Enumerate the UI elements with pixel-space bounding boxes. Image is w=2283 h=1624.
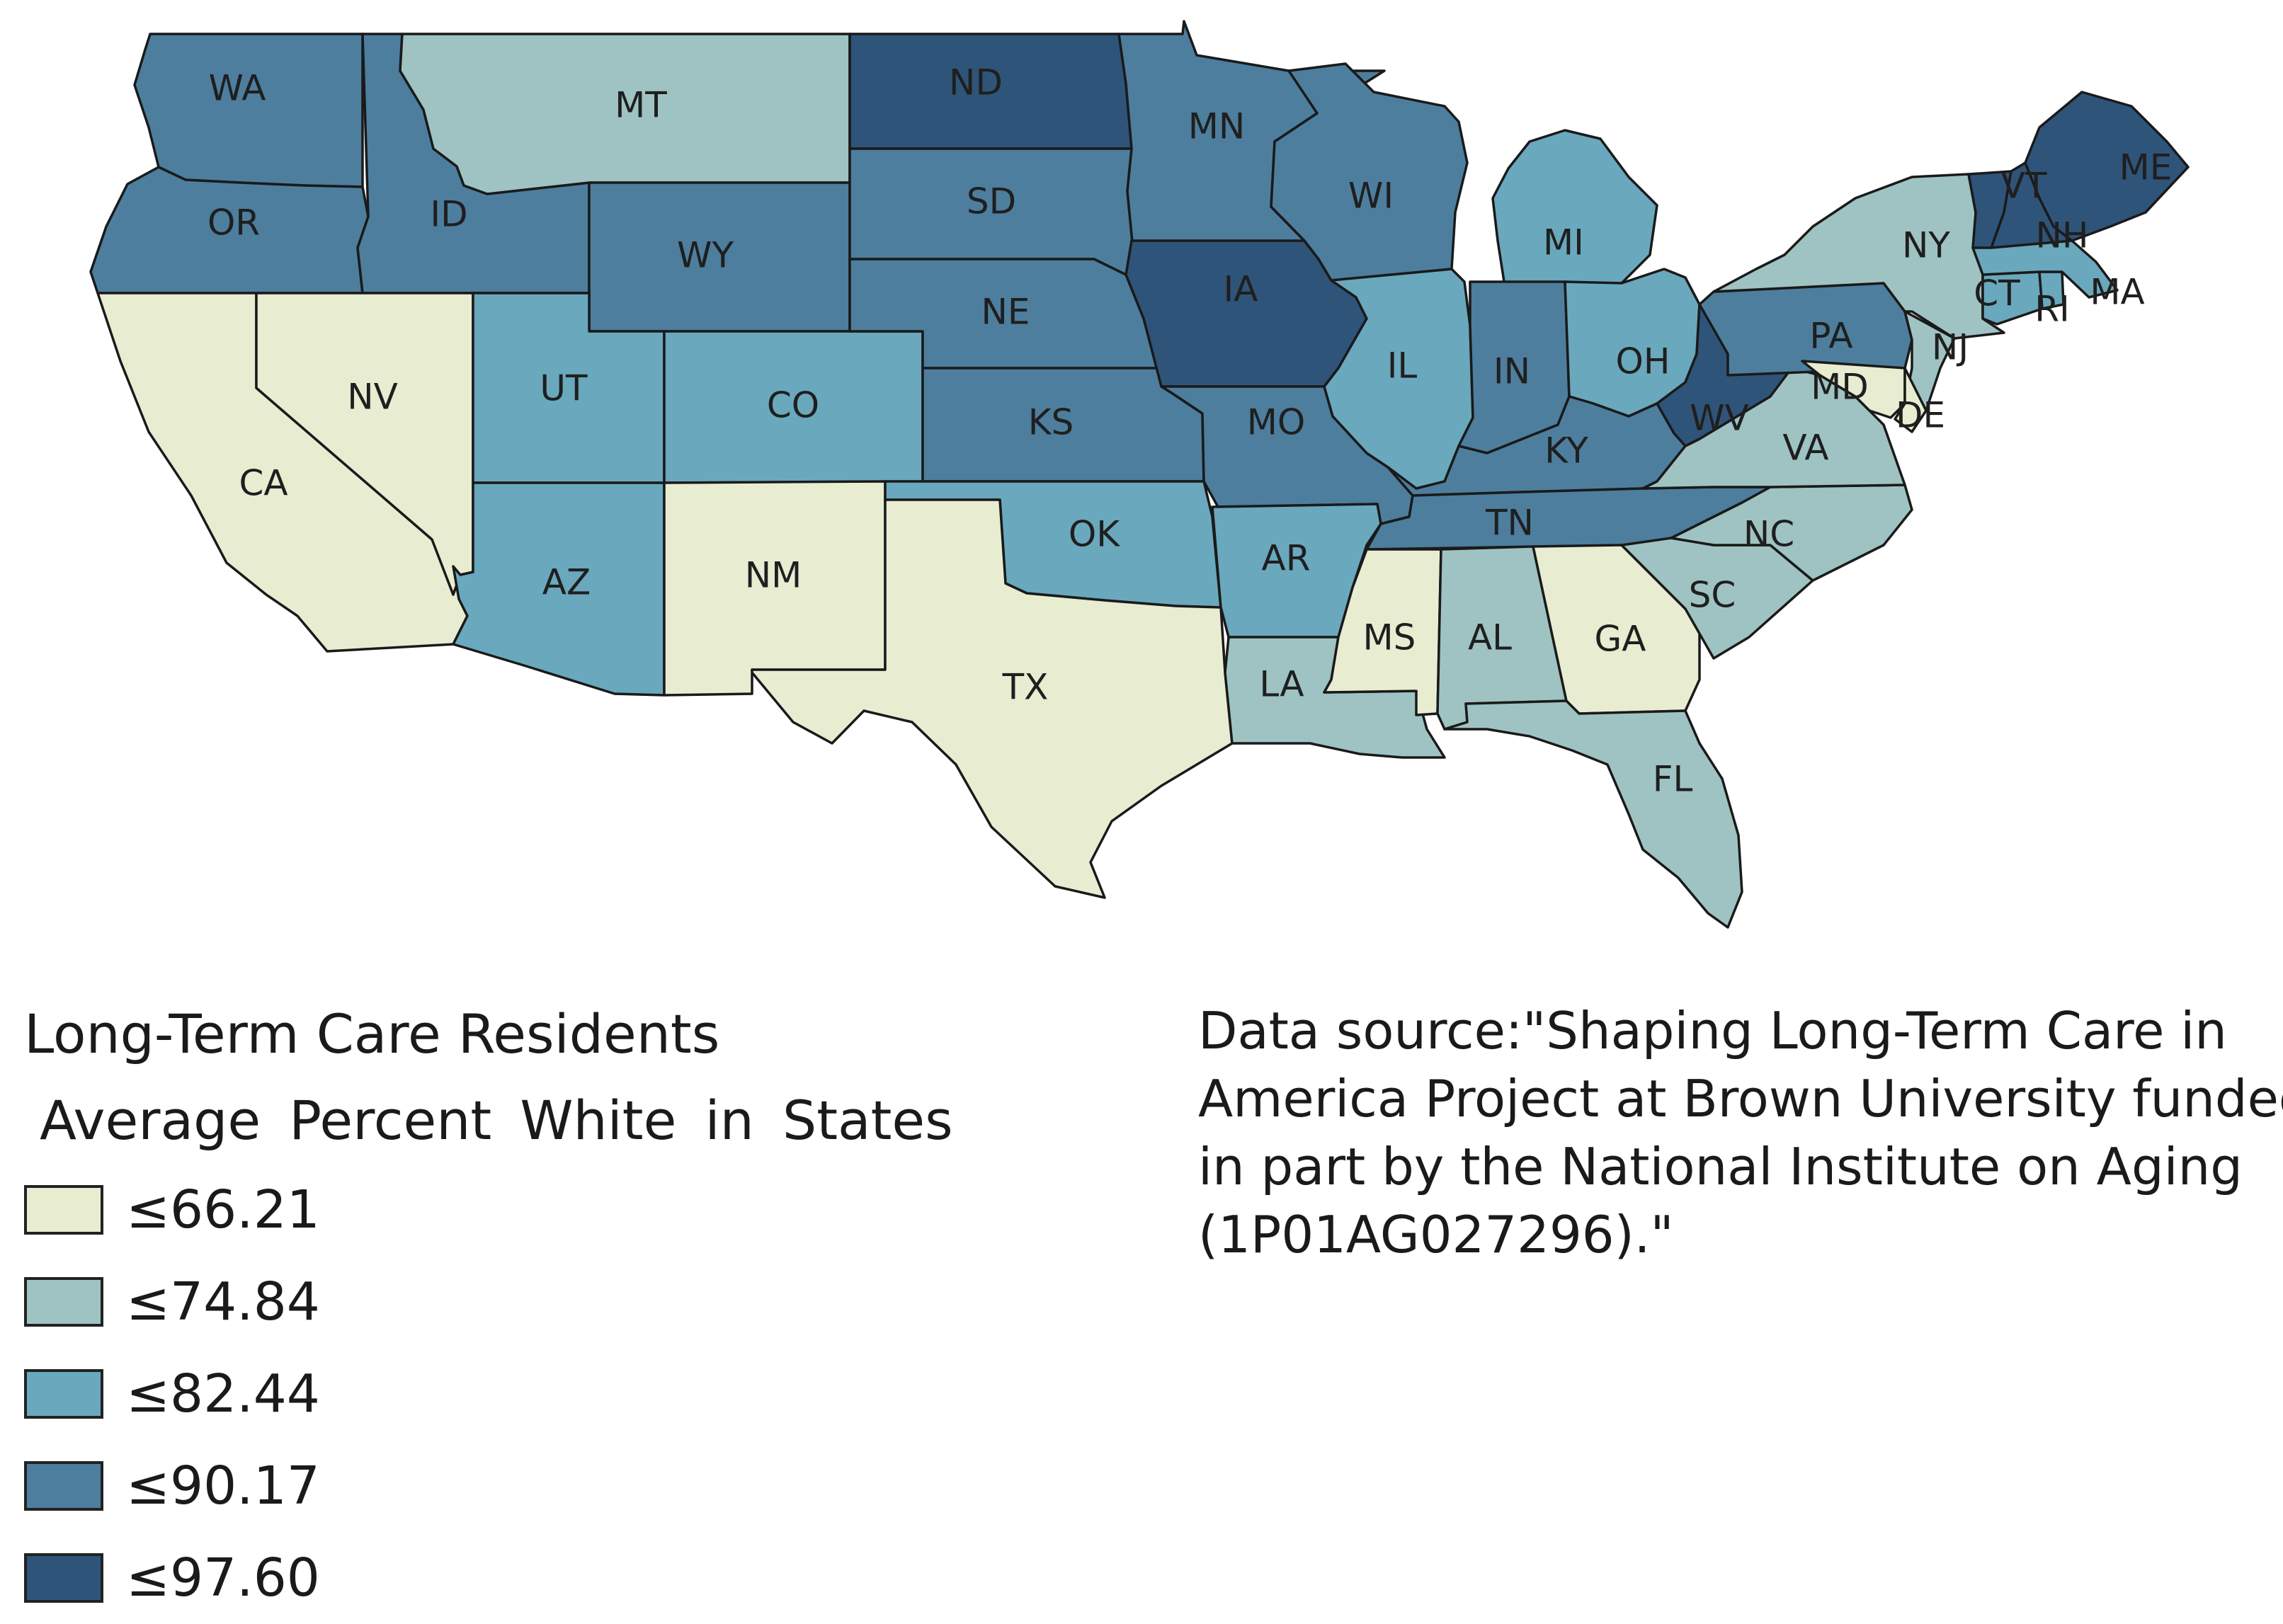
state-label-il: IL <box>1387 345 1418 387</box>
legend-item-5: ≤97.60 <box>24 1532 1086 1624</box>
legend-item-1: ≤66.21 <box>24 1164 1086 1256</box>
legend-label-3: ≤82.44 <box>126 1363 320 1424</box>
state-label-ok: OK <box>1069 514 1120 555</box>
legend: Long-Term Care Residents Average Percent… <box>24 991 1086 1624</box>
state-label-nj: NJ <box>1932 327 1969 368</box>
legend-swatch-1 <box>24 1185 103 1235</box>
state-label-tx: TX <box>1002 667 1049 708</box>
source-line-4: (1P01AG027296)." <box>1198 1205 1674 1264</box>
state-label-az: AZ <box>542 562 591 603</box>
data-source-note: Data source:"Shaping Long-Term Care in A… <box>1198 997 2283 1269</box>
state-label-vt: VT <box>2001 166 2047 207</box>
state-nc <box>1670 484 1913 582</box>
state-label-in: IN <box>1493 351 1530 392</box>
state-tx <box>751 498 1234 899</box>
us-choropleth-map: WA OR CA ID NV MT WY UT CO AZ NM ND SD NE KS OK TX MN IA MO… <box>89 20 2190 929</box>
state-label-sc: SC <box>1689 575 1736 616</box>
state-wa <box>133 33 364 188</box>
state-label-oh: OH <box>1616 341 1670 382</box>
state-label-wi: WI <box>1348 176 1394 217</box>
state-label-sd: SD <box>967 181 1016 222</box>
state-mi <box>1491 129 1658 287</box>
source-line-2: America Project at Brown University fund… <box>1198 1069 2283 1128</box>
legend-item-4: ≤90.17 <box>24 1440 1086 1532</box>
state-label-id: ID <box>430 194 467 235</box>
state-label-nm: NM <box>745 555 802 596</box>
state-label-wy: WY <box>677 235 734 276</box>
legend-swatch-5 <box>24 1553 103 1603</box>
legend-item-3: ≤82.44 <box>24 1348 1086 1440</box>
legend-swatch-2 <box>24 1277 103 1327</box>
state-label-mt: MT <box>615 85 667 126</box>
state-labels: WA OR CA ID NV MT WY UT CO AZ NM ND SD NE KS OK TX MN IA MO… <box>207 62 2172 800</box>
state-label-md: MD <box>1811 367 1869 408</box>
state-label-la: LA <box>1259 664 1304 705</box>
source-line-1: Data source:"Shaping Long-Term Care in <box>1198 1001 2227 1060</box>
state-label-pa: PA <box>1809 316 1852 357</box>
state-label-nh: NH <box>2036 215 2089 256</box>
legend-label-1: ≤66.21 <box>126 1179 320 1240</box>
state-label-ri: RI <box>2034 289 2070 330</box>
state-label-co: CO <box>767 385 819 426</box>
state-label-nd: ND <box>949 62 1003 103</box>
state-label-ar: AR <box>1262 538 1311 579</box>
state-label-ia: IA <box>1224 269 1258 310</box>
state-label-nc: NC <box>1743 514 1794 555</box>
state-label-ks: KS <box>1028 402 1074 443</box>
state-label-mi: MI <box>1543 222 1584 263</box>
source-line-3: in part by the National Institute on Agi… <box>1198 1137 2243 1196</box>
legend-label-4: ≤90.17 <box>126 1456 320 1516</box>
state-label-ne: NE <box>981 292 1030 333</box>
state-label-ct: CT <box>1974 273 2020 314</box>
state-label-ma: MA <box>2090 272 2144 313</box>
state-shapes <box>89 20 2190 929</box>
state-label-mn: MN <box>1188 106 1246 147</box>
state-label-tn: TN <box>1485 503 1534 544</box>
state-label-ga: GA <box>1595 619 1646 660</box>
legend-swatch-3 <box>24 1369 103 1419</box>
state-label-wa: WA <box>209 68 266 109</box>
state-label-va: VA <box>1782 428 1828 469</box>
state-label-fl: FL <box>1653 759 1693 800</box>
state-label-ny: NY <box>1902 225 1950 266</box>
state-label-ut: UT <box>540 368 588 409</box>
state-ma <box>1971 239 2119 299</box>
state-fl <box>1443 699 1743 929</box>
state-label-ca: CA <box>239 463 287 504</box>
state-label-me: ME <box>2119 147 2173 188</box>
legend-label-2: ≤74.84 <box>126 1271 320 1332</box>
state-de <box>1894 367 1928 433</box>
state-label-ms: MS <box>1363 617 1416 658</box>
legend-item-2: ≤74.84 <box>24 1256 1086 1348</box>
state-label-al: AL <box>1468 617 1512 658</box>
state-label-de: DE <box>1896 395 1945 436</box>
state-label-nv: NV <box>347 377 398 418</box>
state-label-or: OR <box>207 202 260 244</box>
state-label-wv: WV <box>1690 398 1749 439</box>
legend-label-5: ≤97.60 <box>126 1548 320 1608</box>
state-me <box>2024 91 2190 242</box>
legend-swatch-4 <box>24 1461 103 1511</box>
state-label-ky: KY <box>1544 430 1588 471</box>
legend-title-line2: Average Percent White in States <box>40 1089 953 1152</box>
legend-title-line1: Long-Term Care Residents <box>24 1002 720 1065</box>
state-label-mo: MO <box>1247 402 1306 443</box>
